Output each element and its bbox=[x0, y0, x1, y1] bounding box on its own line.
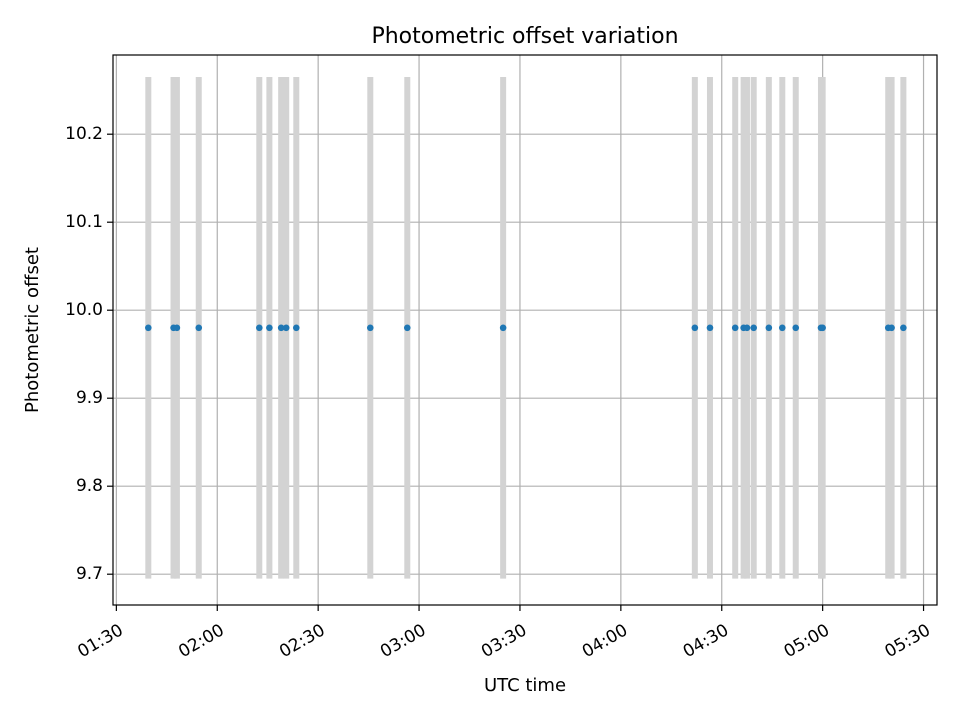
data-point bbox=[778, 324, 786, 332]
data-point bbox=[819, 324, 826, 332]
data-point bbox=[145, 324, 152, 332]
data-point bbox=[256, 324, 263, 332]
x-tick-label: 02:00 bbox=[175, 620, 227, 662]
data-point bbox=[195, 324, 203, 332]
plot-frame bbox=[112, 54, 938, 606]
x-tick-label: 03:00 bbox=[377, 620, 429, 662]
data-point bbox=[731, 324, 739, 332]
chart-title: Photometric offset variation bbox=[371, 24, 678, 49]
data-point bbox=[499, 324, 507, 332]
y-tick-label: 9.9 bbox=[76, 388, 103, 408]
data-point bbox=[750, 324, 758, 332]
tick-layer: 01:30 02:00 02:30 03:00 03:30 04:00 04:30 05:00… bbox=[65, 124, 934, 662]
data-point bbox=[691, 324, 699, 332]
data-point bbox=[277, 324, 285, 332]
data-point bbox=[743, 324, 751, 332]
y-tick-label: 10.0 bbox=[65, 300, 103, 320]
point-layer bbox=[145, 324, 907, 332]
data-point bbox=[888, 324, 895, 332]
data-point bbox=[173, 324, 181, 332]
data-point bbox=[292, 324, 300, 332]
grid-layer bbox=[113, 55, 937, 605]
y-tick-label: 10.1 bbox=[65, 212, 103, 232]
x-tick-label: 04:00 bbox=[579, 620, 631, 662]
x-tick-label: 01:30 bbox=[74, 620, 126, 662]
y-tick-label: 9.8 bbox=[76, 476, 103, 496]
data-point bbox=[792, 324, 800, 332]
x-tick-label: 05:30 bbox=[882, 620, 934, 662]
x-tick-label: 05:00 bbox=[781, 620, 833, 662]
data-point bbox=[366, 324, 374, 332]
data-point bbox=[900, 324, 907, 332]
data-point bbox=[282, 324, 290, 332]
y-tick-label: 10.2 bbox=[65, 124, 103, 144]
data-point bbox=[765, 324, 773, 332]
y-axis-label: Photometric offset bbox=[22, 247, 43, 413]
x-tick-label: 04:30 bbox=[680, 620, 732, 662]
data-point bbox=[403, 324, 411, 332]
x-tick-label: 03:30 bbox=[478, 620, 530, 662]
data-point bbox=[706, 324, 714, 332]
data-point bbox=[266, 324, 273, 332]
x-tick-label: 02:30 bbox=[276, 620, 328, 662]
y-tick-label: 9.7 bbox=[76, 564, 103, 584]
x-axis-label: UTC time bbox=[484, 675, 566, 696]
